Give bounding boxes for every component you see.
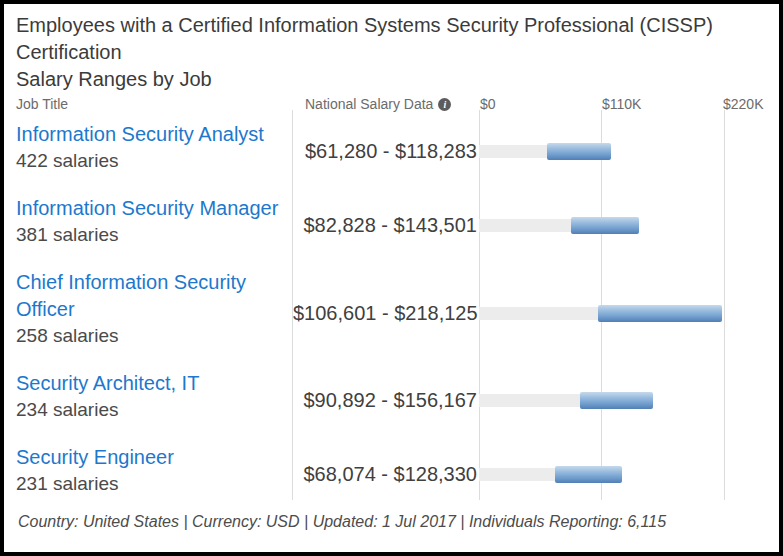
bar-segment: [547, 143, 611, 160]
job-title-link[interactable]: Chief Information Security Officer: [16, 269, 293, 323]
job-title-link[interactable]: Security Architect, IT: [16, 370, 293, 397]
job-title-cell: Information Security Manager 381 salarie…: [4, 195, 293, 248]
table-row: Information Security Analyst 422 salarie…: [4, 111, 779, 185]
footer-metadata: Country: United States | Currency: USD |…: [18, 513, 666, 531]
job-title-cell: Security Architect, IT 234 salaries: [4, 370, 293, 423]
salary-range-cell: $82,828 - $143,501: [293, 210, 479, 233]
job-title-cell: Chief Information Security Officer 258 s…: [4, 269, 293, 349]
bar-cell: [479, 195, 779, 248]
bar-wrap: [479, 143, 779, 160]
bar-segment: [555, 466, 622, 483]
rows: Information Security Analyst 422 salarie…: [4, 111, 779, 508]
salary-range-cell: $68,074 - $128,330: [293, 459, 479, 482]
salary-range-cell: $106,601 - $218,125: [293, 298, 479, 321]
salaries-count: 258 salaries: [16, 323, 293, 349]
table-row: Chief Information Security Officer 258 s…: [4, 259, 779, 360]
job-title-cell: Information Security Analyst 422 salarie…: [4, 121, 293, 174]
salaries-count: 422 salaries: [16, 148, 293, 174]
bar-cell: [479, 370, 779, 423]
salary-range: $90,892 - $156,167: [304, 389, 478, 411]
bar-wrap: [479, 217, 779, 234]
bar-segment: [598, 305, 722, 322]
header: Employees with a Certified Information S…: [16, 12, 740, 93]
bar-cell: [479, 121, 779, 174]
bar-wrap: [479, 466, 779, 483]
salary-report-panel: Employees with a Certified Information S…: [0, 0, 783, 556]
salary-range: $82,828 - $143,501: [304, 214, 478, 236]
job-title-link[interactable]: Information Security Analyst: [16, 121, 293, 148]
salaries-count: 231 salaries: [16, 471, 293, 497]
table-row: Information Security Manager 381 salarie…: [4, 185, 779, 259]
bar-segment: [580, 392, 653, 409]
salaries-count: 381 salaries: [16, 222, 293, 248]
bar-wrap: [479, 392, 779, 409]
salary-range-cell: $90,892 - $156,167: [293, 385, 479, 408]
bar-wrap: [479, 305, 779, 322]
info-icon[interactable]: i: [438, 98, 451, 111]
job-title-cell: Security Engineer 231 salaries: [4, 444, 293, 497]
table-row: Security Engineer 231 salaries $68,074 -…: [4, 434, 779, 508]
salary-range-cell: $61,280 - $118,283: [293, 136, 479, 159]
page-subtitle: Salary Ranges by Job: [16, 66, 740, 93]
bar-segment: [571, 217, 639, 234]
bar-cell: [479, 444, 779, 497]
salary-range: $106,601 - $218,125: [293, 302, 478, 324]
table-row: Security Architect, IT 234 salaries $90,…: [4, 360, 779, 434]
bar-cell: [479, 283, 779, 336]
salary-range: $68,074 - $128,330: [304, 463, 478, 485]
job-title-link[interactable]: Information Security Manager: [16, 195, 293, 222]
job-title-link[interactable]: Security Engineer: [16, 444, 293, 471]
page-title: Employees with a Certified Information S…: [16, 12, 740, 66]
salaries-count: 234 salaries: [16, 397, 293, 423]
salary-range: $61,280 - $118,283: [305, 140, 477, 162]
